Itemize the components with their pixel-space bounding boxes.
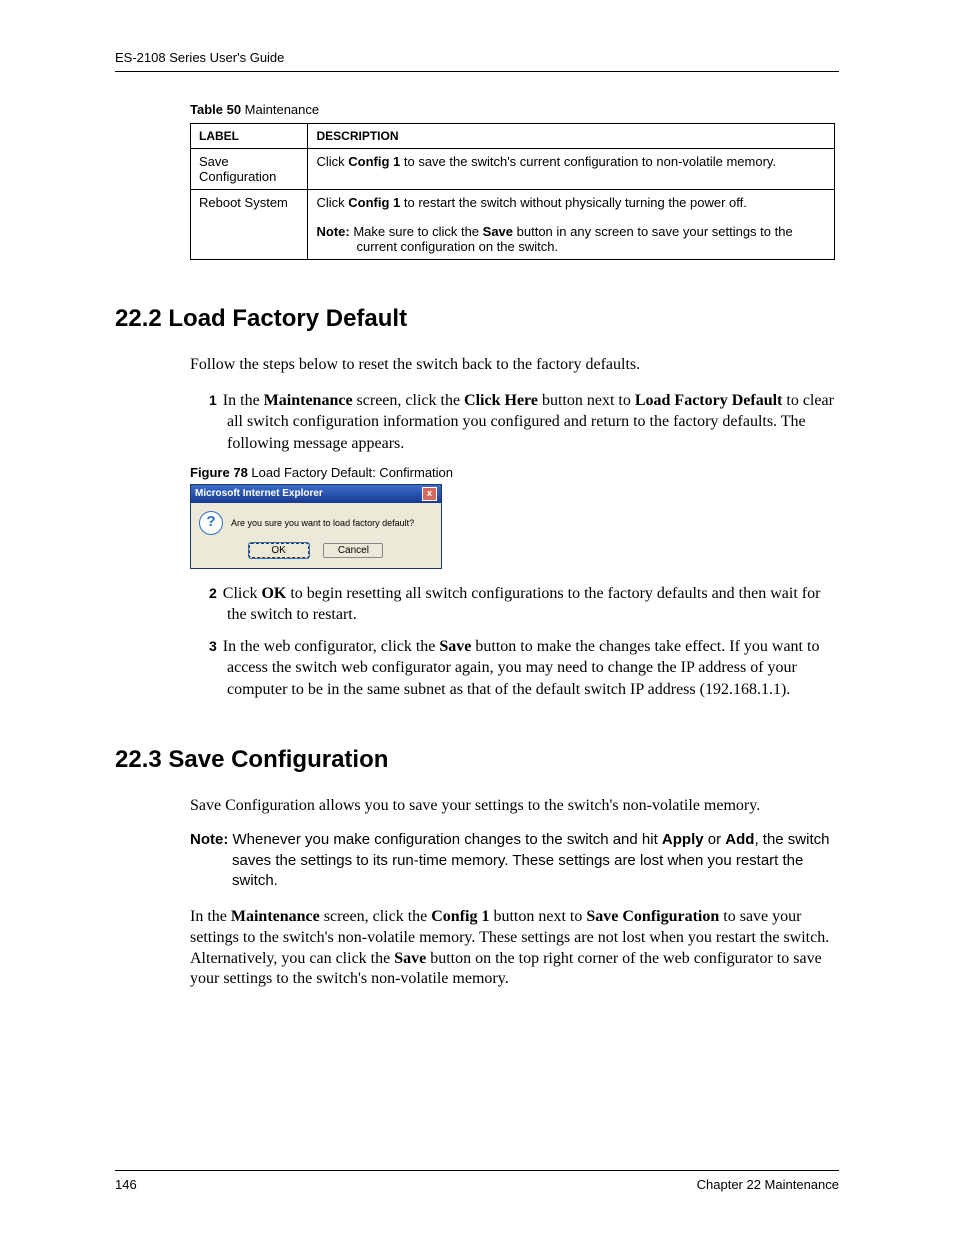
question-icon: ? [199,511,223,535]
section-heading-22-2: 22.2 Load Factory Default [115,305,839,333]
step-3: 3In the web configurator, click the Save… [227,636,839,701]
step-number: 1 [209,392,217,408]
table-caption-number: Table 50 [190,102,241,117]
cell-description: Click Config 1 to restart the switch wit… [308,190,835,260]
table-header-label: LABEL [191,124,308,149]
cell-label: Reboot System [191,190,308,260]
dialog-buttons: OK Cancel [191,539,441,568]
dialog-message: Are you sure you want to load factory de… [231,518,414,528]
body-paragraph: In the Maintenance screen, click the Con… [190,907,839,990]
chapter-label: Chapter 22 Maintenance [697,1177,839,1192]
step-1: 1In the Maintenance screen, click the Cl… [227,390,839,455]
cell-label: Save Configuration [191,149,308,190]
maintenance-table: LABEL DESCRIPTION Save Configuration Cli… [190,123,835,260]
ok-button[interactable]: OK [249,543,309,558]
table-caption: Table 50 Maintenance [190,102,839,117]
dialog-title-text: Microsoft Internet Explorer [195,488,323,499]
cancel-button[interactable]: Cancel [323,543,383,558]
figure-number: Figure 78 [190,465,248,480]
figure-title: Load Factory Default: Confirmation [248,465,453,480]
dialog-body: ? Are you sure you want to load factory … [191,503,441,539]
note-block: Note: Whenever you make configuration ch… [190,830,839,891]
page: ES-2108 Series User's Guide Table 50 Mai… [0,0,954,1235]
step-2: 2Click OK to begin resetting all switch … [227,583,839,626]
close-icon[interactable]: x [422,487,437,501]
section-intro: Follow the steps below to reset the swit… [190,355,839,376]
section-heading-22-3: 22.3 Save Configuration [115,746,839,774]
cell-description: Click Config 1 to save the switch's curr… [308,149,835,190]
table-row: Save Configuration Click Config 1 to sav… [191,149,835,190]
confirmation-dialog: Microsoft Internet Explorer x ? Are you … [190,484,442,569]
step-number: 3 [209,638,217,654]
page-number: 146 [115,1177,137,1192]
table-row: Reboot System Click Config 1 to restart … [191,190,835,260]
table-header-description: DESCRIPTION [308,124,835,149]
table-caption-title: Maintenance [241,102,319,117]
section-intro: Save Configuration allows you to save yo… [190,796,839,817]
step-number: 2 [209,585,217,601]
page-footer: 146 Chapter 22 Maintenance [115,1170,839,1192]
page-header: ES-2108 Series User's Guide [115,50,839,72]
dialog-titlebar: Microsoft Internet Explorer x [191,485,441,503]
figure-caption: Figure 78 Load Factory Default: Confirma… [190,465,839,480]
